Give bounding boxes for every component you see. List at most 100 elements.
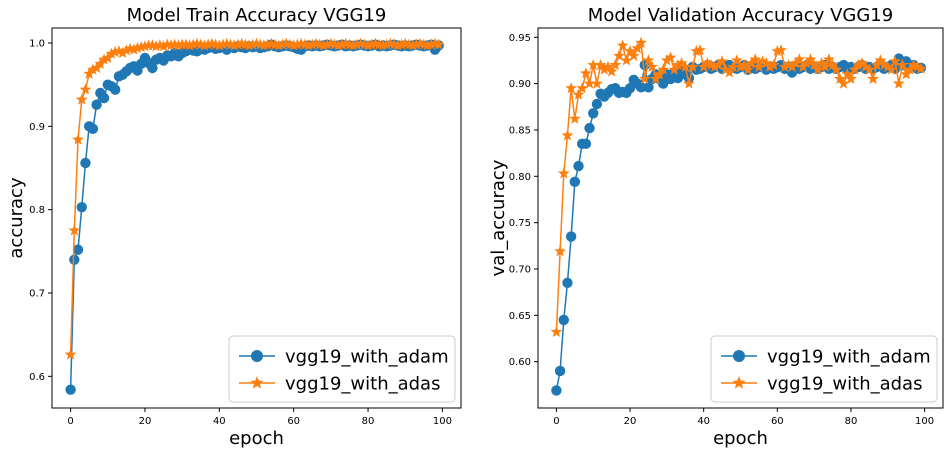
data-point	[172, 39, 185, 51]
data-point	[609, 58, 622, 71]
data-point	[638, 72, 651, 84]
data-point	[594, 58, 607, 71]
data-point	[767, 58, 780, 71]
data-point	[579, 67, 592, 79]
data-point	[68, 224, 81, 236]
data-point	[116, 46, 129, 59]
data-point	[287, 39, 300, 51]
data-point	[716, 55, 728, 67]
legend-item-vgg19_with_adas: vgg19_with_adas	[239, 374, 440, 395]
data-point	[75, 93, 88, 105]
data-point	[649, 72, 662, 84]
x-tick-label: 80	[845, 416, 858, 427]
data-point	[135, 40, 148, 53]
chart-1: Model Train Accuracy VGG19 0 20 40 60 80 100 0.…	[6, 5, 462, 449]
data-point	[98, 53, 110, 65]
data-point	[624, 44, 636, 57]
data-point	[554, 365, 566, 377]
data-point	[110, 84, 121, 95]
data-point	[778, 60, 791, 72]
y-tick-label: 0.70	[509, 264, 531, 275]
data-point	[87, 123, 99, 135]
data-point	[664, 51, 677, 63]
data-point	[583, 77, 596, 89]
legend-label: vgg19_with_adam	[767, 347, 931, 368]
data-point	[627, 49, 640, 61]
data-point	[808, 58, 821, 71]
data-point	[646, 60, 659, 72]
x-tick-label: 100	[915, 416, 934, 427]
data-point	[616, 39, 629, 51]
data-point	[782, 58, 795, 71]
data-point	[395, 38, 408, 50]
data-point	[90, 61, 103, 74]
data-point	[631, 42, 644, 54]
legend-item-vgg19_with_adam: vgg19_with_adam	[721, 347, 931, 368]
data-point	[317, 39, 330, 51]
x-axis-label: epoch	[713, 428, 768, 449]
y-tick-label: 0.7	[29, 289, 45, 300]
data-point	[65, 384, 76, 395]
data-point	[120, 44, 133, 56]
y-tick-label: 0.6	[29, 372, 45, 383]
legend-marker	[250, 376, 264, 389]
data-point	[127, 43, 140, 55]
data-point	[302, 39, 315, 51]
data-point	[276, 38, 289, 50]
data-point	[745, 57, 758, 69]
data-point	[845, 72, 857, 84]
data-point	[635, 82, 647, 93]
data-point	[830, 63, 843, 75]
data-point	[683, 77, 695, 89]
data-point	[113, 45, 125, 57]
data-point	[551, 385, 562, 396]
data-point	[272, 39, 285, 51]
axes-frame	[51, 27, 462, 409]
data-point	[591, 77, 603, 89]
data-point	[605, 65, 618, 77]
data-point	[863, 63, 876, 75]
y-tick-label: 1.0	[29, 39, 45, 50]
data-point	[660, 54, 673, 66]
data-point	[139, 40, 151, 52]
data-point	[232, 38, 244, 50]
data-point	[213, 39, 226, 51]
data-point	[588, 108, 599, 119]
data-point	[217, 38, 229, 50]
data-point	[620, 54, 633, 66]
data-point	[786, 60, 798, 72]
data-point	[187, 38, 200, 50]
y-tick-label: 0.85	[509, 125, 531, 136]
data-point	[558, 314, 569, 326]
data-point	[797, 60, 809, 72]
data-point	[602, 60, 614, 72]
data-point	[764, 60, 776, 72]
axes-frame	[537, 27, 944, 409]
data-point	[157, 40, 170, 52]
data-point	[837, 77, 850, 89]
data-point	[332, 39, 345, 51]
x-tick-label: 40	[697, 416, 710, 427]
data-point	[147, 62, 158, 74]
data-point	[889, 55, 902, 67]
y-tick-label: 0.8	[29, 205, 45, 216]
x-tick-label: 60	[287, 416, 300, 427]
legend: vgg19_with_adam vgg19_with_adas	[228, 335, 456, 403]
data-point	[410, 38, 423, 50]
data-point	[432, 38, 445, 50]
data-point	[907, 58, 920, 71]
legend-label: vgg19_with_adas	[285, 374, 440, 395]
data-point	[635, 36, 647, 48]
data-point	[94, 57, 107, 69]
data-point	[258, 39, 270, 51]
series-vgg19_with_adas	[64, 37, 445, 360]
data-point	[668, 63, 681, 75]
data-point	[848, 63, 861, 75]
data-point	[425, 38, 438, 50]
data-point	[892, 77, 905, 89]
data-point	[804, 53, 817, 65]
data-point	[183, 39, 196, 51]
data-point	[350, 38, 363, 50]
data-point	[881, 60, 894, 72]
data-point	[697, 60, 710, 72]
